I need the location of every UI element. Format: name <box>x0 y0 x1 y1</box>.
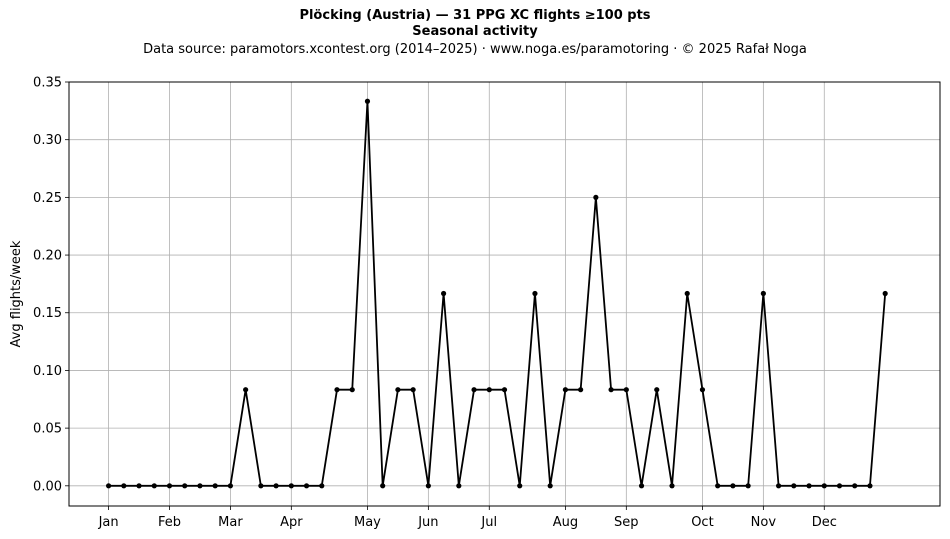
data-point <box>760 290 766 297</box>
data-point <box>745 483 751 489</box>
data-point <box>364 98 371 104</box>
x-tick-label: Mar <box>218 515 243 530</box>
chart-source: Data source: paramotors.xcontest.org (20… <box>143 42 807 57</box>
data-point <box>486 387 492 393</box>
x-tick-label: Dec <box>812 515 837 530</box>
data-point <box>730 483 736 489</box>
y-tick-label: 0.10 <box>33 364 62 379</box>
y-tick-label: 0.30 <box>33 133 62 148</box>
data-point <box>532 290 538 297</box>
x-tick-label: May <box>354 515 381 530</box>
series-layer <box>105 98 888 489</box>
data-point <box>562 387 569 393</box>
data-point <box>791 483 797 489</box>
data-point <box>456 483 462 489</box>
y-tick-label: 0.20 <box>33 249 62 264</box>
y-tick-label: 0.25 <box>33 191 62 206</box>
data-point <box>303 483 310 489</box>
data-point <box>288 483 294 489</box>
data-point <box>882 290 888 297</box>
plot-frame <box>68 81 941 507</box>
data-point <box>425 483 431 489</box>
data-point <box>197 483 203 489</box>
data-point <box>852 483 858 489</box>
data-point <box>349 387 355 393</box>
x-tick-label: Nov <box>751 515 777 530</box>
data-point <box>699 387 706 393</box>
y-tick-label: 0.35 <box>33 76 62 91</box>
chart-title: Plöcking (Austria) — 31 PPG XC flights ≥… <box>299 8 651 23</box>
data-point <box>867 483 873 489</box>
data-point <box>775 483 782 489</box>
x-tick-label: Feb <box>158 515 181 530</box>
y-tick-label: 0.00 <box>33 479 62 494</box>
data-point <box>410 387 416 393</box>
data-point <box>608 387 614 393</box>
data-point <box>638 483 645 489</box>
data-point <box>501 387 508 393</box>
data-point <box>258 483 264 489</box>
data-point <box>821 483 827 489</box>
x-tick-label: Sep <box>614 515 639 530</box>
x-tick-label: Oct <box>691 515 713 530</box>
data-point <box>440 290 447 297</box>
chart-subtitle: Seasonal activity <box>412 24 538 39</box>
chart-titles: Plöcking (Austria) — 31 PPG XC flights ≥… <box>0 8 950 58</box>
data-point <box>547 483 553 489</box>
y-axis: 0.00 0.05 0.10 0.15 0.20 0.25 0.30 0.35 <box>33 76 69 494</box>
y-tick-label: 0.05 <box>33 422 62 437</box>
data-point <box>715 483 721 489</box>
data-point <box>136 483 142 489</box>
data-point <box>380 483 386 489</box>
data-point <box>395 387 401 393</box>
data-point <box>273 483 279 489</box>
x-tick-label: Aug <box>553 515 578 530</box>
data-point <box>227 483 234 489</box>
data-point <box>319 483 325 489</box>
data-point <box>578 387 584 393</box>
x-tick-label: Jun <box>417 515 438 530</box>
data-point <box>654 387 660 393</box>
x-tick-label: Apr <box>280 515 303 530</box>
data-point <box>243 387 249 393</box>
x-tick-label: Jul <box>480 515 497 530</box>
data-point <box>334 387 340 393</box>
data-point <box>105 483 112 489</box>
data-point <box>623 387 629 393</box>
data-point <box>806 483 812 489</box>
data-point <box>182 483 188 489</box>
data-point <box>166 483 173 489</box>
data-point <box>684 290 690 297</box>
x-axis: Jan Feb Mar Apr May Jun Jul Aug Sep Oct Nov Dec <box>98 506 837 530</box>
grid-lines <box>69 81 940 506</box>
x-tick-label: Jan <box>98 515 119 530</box>
data-point <box>669 483 675 489</box>
data-point <box>836 483 843 489</box>
data-point <box>517 483 523 489</box>
data-point <box>212 483 218 489</box>
data-point <box>593 194 599 200</box>
data-point <box>121 483 127 489</box>
data-point <box>471 387 477 393</box>
data-point <box>151 483 157 489</box>
series-line <box>108 100 887 487</box>
y-axis-label: Avg flights/week <box>9 240 24 347</box>
y-tick-label: 0.15 <box>33 306 62 321</box>
